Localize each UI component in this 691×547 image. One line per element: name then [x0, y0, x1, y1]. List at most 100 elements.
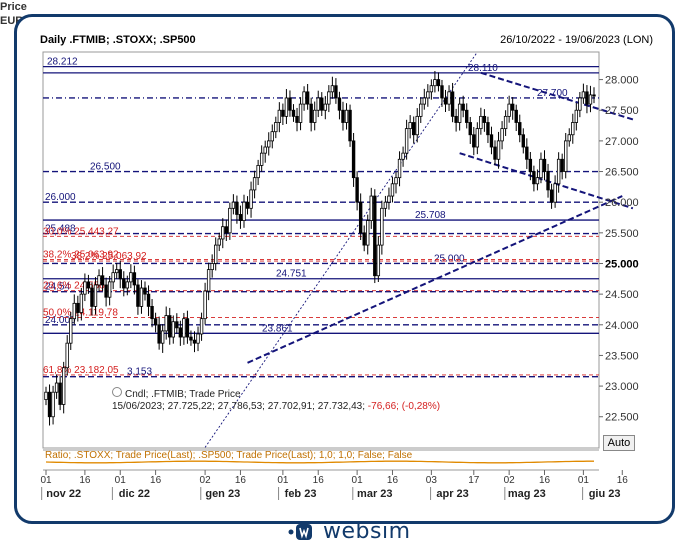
candle	[567, 128, 571, 147]
candle	[426, 84, 430, 107]
candle	[585, 85, 589, 114]
candle-body	[320, 97, 324, 111]
candle	[373, 189, 377, 284]
candle-body	[104, 284, 108, 298]
candle	[160, 324, 165, 353]
candle	[312, 101, 317, 131]
candle-body	[560, 158, 564, 172]
x-tick-label: 16	[617, 475, 629, 486]
candle	[302, 86, 306, 111]
candle-body	[69, 318, 73, 344]
ratio-series	[45, 460, 594, 464]
candle	[320, 92, 324, 116]
y-tick-label: 24.000	[605, 320, 639, 332]
candle	[284, 89, 289, 124]
candle	[51, 385, 55, 425]
candle-body	[312, 109, 317, 123]
candle	[397, 151, 402, 187]
candle	[118, 260, 122, 289]
candle	[125, 275, 130, 296]
ohlc-change: -76,66; (-0,28%)	[367, 401, 441, 412]
candle	[542, 150, 547, 181]
auto-scale-button[interactable]: Auto	[603, 435, 635, 451]
candle	[447, 85, 451, 111]
candle	[305, 83, 310, 110]
y-tick-label: 23.000	[605, 381, 639, 393]
candle	[150, 299, 154, 328]
ohlc-values: 27.725,22; 27.786,53; 27.702,91; 27.732,…	[167, 401, 366, 412]
candle	[185, 310, 190, 344]
candle	[171, 315, 175, 344]
ratio-pane	[45, 460, 594, 464]
candle-body	[175, 321, 179, 329]
candle	[143, 281, 147, 301]
candle	[475, 122, 480, 155]
candle	[231, 194, 236, 215]
candle-body	[323, 103, 328, 111]
candle-body	[401, 152, 405, 160]
candle	[539, 152, 543, 184]
candle-body	[178, 327, 183, 338]
candle	[592, 87, 596, 104]
candle-body	[228, 207, 232, 234]
candle	[175, 313, 179, 334]
candle	[83, 273, 87, 302]
candle	[348, 104, 352, 147]
candle-body	[277, 109, 282, 123]
grid	[42, 51, 600, 471]
candle	[274, 116, 278, 139]
candle	[334, 78, 338, 104]
candle-body	[457, 103, 462, 123]
candle-body	[217, 238, 221, 246]
candle	[528, 151, 533, 181]
candle-body	[51, 391, 55, 418]
candle	[139, 280, 144, 314]
candle-body	[111, 272, 115, 283]
level-label: 24.54	[45, 282, 70, 293]
candle-body	[61, 367, 66, 405]
candle	[288, 90, 292, 117]
candle	[86, 274, 91, 294]
candles	[44, 71, 596, 426]
candle-body	[54, 382, 59, 393]
candle-body	[581, 91, 586, 99]
candle-body	[143, 287, 147, 295]
candle-body	[394, 177, 398, 185]
candle-body	[90, 287, 94, 307]
candle	[93, 277, 98, 315]
candle-body	[65, 342, 69, 369]
candle	[369, 187, 373, 229]
candle-body	[259, 152, 264, 166]
candle-body	[136, 284, 140, 307]
candle-body	[408, 122, 412, 130]
candle	[440, 79, 444, 107]
candle	[259, 145, 264, 172]
candle	[468, 116, 472, 144]
x-tick-label: 02	[200, 475, 212, 486]
candle-body	[263, 146, 267, 154]
candle	[97, 269, 101, 292]
x-tick-label: 16	[79, 475, 91, 486]
candle	[210, 254, 214, 278]
candle-body	[267, 140, 271, 148]
candle-body	[588, 94, 593, 105]
candle-body	[358, 201, 363, 234]
x-tick-label: 02	[504, 475, 516, 486]
candle-body	[221, 226, 225, 240]
x-tick-label: 16	[150, 475, 162, 486]
candle-body	[185, 318, 190, 338]
candle-body	[93, 284, 98, 307]
candle-body	[206, 269, 211, 292]
candle-body	[164, 315, 168, 332]
candle-body	[157, 324, 161, 344]
candle-body	[404, 128, 409, 154]
candle-body	[270, 131, 274, 142]
candle-body	[125, 281, 130, 289]
candle	[323, 95, 328, 120]
candle	[521, 128, 525, 154]
candle	[535, 169, 540, 191]
x-tick-label: 17	[468, 475, 480, 486]
candle	[199, 312, 204, 341]
candle	[316, 90, 320, 118]
candle-body	[291, 109, 296, 117]
